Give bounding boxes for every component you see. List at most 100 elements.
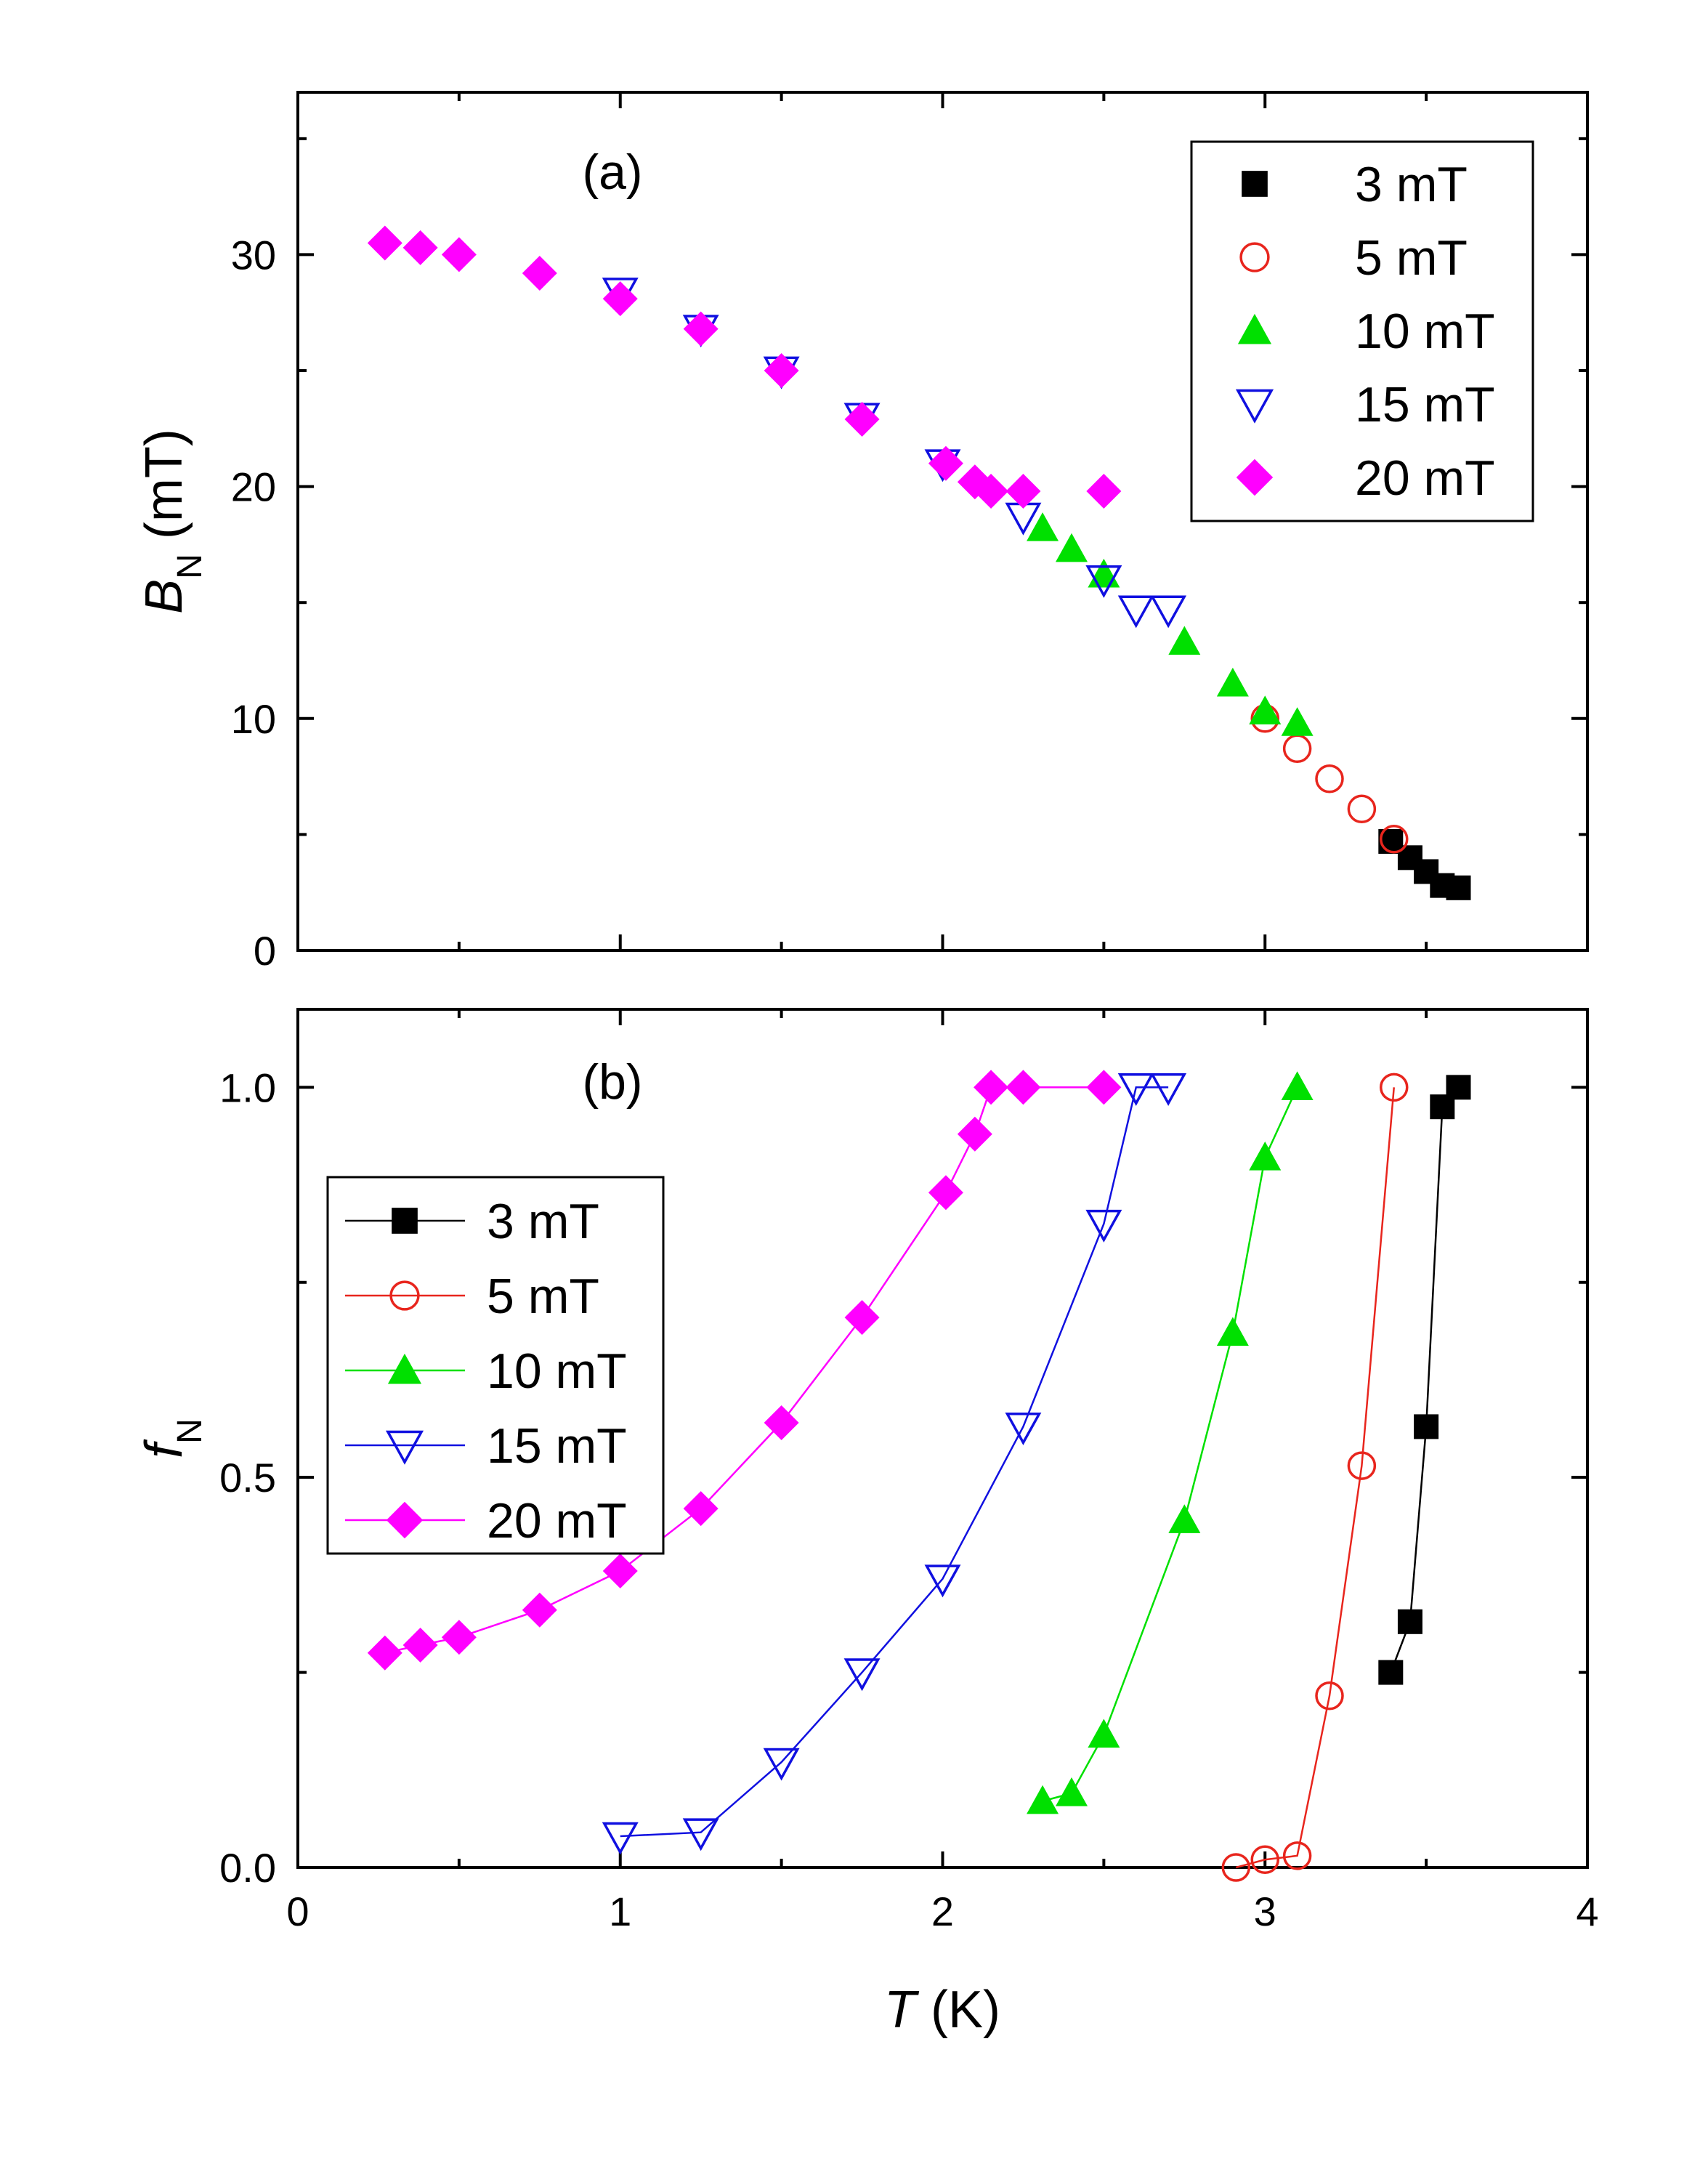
legend-b-marker bbox=[387, 1353, 422, 1384]
data-point-10-mT bbox=[1249, 1141, 1282, 1171]
legend-b-box bbox=[326, 1176, 665, 1555]
x-tick-label: 2 bbox=[931, 1889, 954, 1934]
data-point-15-mT bbox=[682, 1818, 719, 1851]
y-axis-title-unit: (mT) bbox=[135, 429, 193, 554]
panel-b-label: (b) bbox=[582, 1054, 642, 1110]
y-tick-label: 30 bbox=[231, 232, 276, 278]
x-tick-label: 0 bbox=[286, 1889, 309, 1934]
data-point-15-mT bbox=[1150, 1073, 1187, 1106]
data-point-15-mT bbox=[1117, 1073, 1154, 1106]
panel-b-y-axis-title: fN bbox=[135, 1418, 209, 1458]
legend-b-label: 10 mT bbox=[487, 1344, 627, 1399]
data-point-10-mT bbox=[1168, 626, 1201, 655]
data-point-20-mT bbox=[522, 1592, 557, 1628]
data-point-10-mT bbox=[1027, 1785, 1059, 1814]
x-axis-title-main: T bbox=[884, 1981, 920, 2039]
data-point-20-mT bbox=[683, 311, 719, 347]
data-point-3-mT bbox=[1397, 1609, 1422, 1634]
data-point-5-mT bbox=[1250, 1845, 1279, 1875]
data-point-20-mT bbox=[367, 1635, 402, 1671]
legend-a-marker bbox=[1239, 242, 1270, 272]
data-point-5-mT bbox=[1315, 1681, 1344, 1710]
legend-a-label: 15 mT bbox=[1355, 377, 1495, 432]
legend-a-marker bbox=[1237, 313, 1272, 344]
legend-a: 3 mT 5 mT 10 mT 15 mT 20 mT bbox=[1190, 140, 1534, 522]
data-point-5-mT bbox=[1380, 825, 1409, 854]
data-point-15-mT bbox=[1085, 1209, 1122, 1243]
data-point-15-mT bbox=[924, 1564, 961, 1598]
legend-b-marker bbox=[385, 1430, 424, 1465]
data-point-5-mT bbox=[1347, 794, 1377, 824]
data-point-20-mT bbox=[764, 353, 799, 389]
legend-b-label: 20 mT bbox=[487, 1493, 627, 1548]
data-point-20-mT bbox=[974, 474, 1009, 509]
data-point-20-mT bbox=[1086, 474, 1122, 509]
y-axis-title-main: B bbox=[135, 579, 193, 614]
data-point-20-mT bbox=[928, 445, 963, 481]
data-point-20-mT bbox=[402, 1628, 438, 1663]
data-point-20-mT bbox=[1005, 474, 1041, 509]
legend-b-marker bbox=[386, 1501, 424, 1539]
data-point-20-mT bbox=[602, 1554, 638, 1589]
legend-a-marker bbox=[1235, 389, 1274, 424]
series-line-15-mT bbox=[620, 1086, 1169, 1838]
data-point-5-mT bbox=[1315, 764, 1344, 793]
data-point-20-mT bbox=[602, 281, 638, 317]
y-tick-label: 0 bbox=[254, 928, 276, 974]
data-point-20-mT bbox=[844, 402, 880, 437]
legend-a-label: 10 mT bbox=[1355, 304, 1495, 359]
data-point-3-mT bbox=[1414, 1414, 1439, 1439]
data-point-10-mT bbox=[1056, 1777, 1088, 1806]
x-axis-title-unit: (K) bbox=[916, 1981, 1000, 2039]
data-point-15-mT bbox=[843, 1658, 881, 1692]
legend-b: 3 mT 5 mT 10 mT 15 mT 20 mT bbox=[326, 1176, 665, 1555]
legend-a-label: 20 mT bbox=[1355, 451, 1495, 506]
series-line-3-mT bbox=[1390, 1086, 1460, 1673]
data-point-15-mT bbox=[1150, 595, 1187, 629]
legend-b-label: 3 mT bbox=[487, 1194, 599, 1249]
panel-a: 0 10 20 30 BN (mT) (a) bbox=[135, 91, 1589, 974]
data-point-15-mT bbox=[1085, 565, 1122, 598]
x-tick-label: 1 bbox=[609, 1889, 631, 1934]
y-tick-label: 0.0 bbox=[219, 1845, 276, 1891]
legend-b-label: 15 mT bbox=[487, 1418, 627, 1474]
data-point-10-mT bbox=[1216, 1317, 1249, 1346]
data-point-20-mT bbox=[683, 1491, 719, 1527]
series-line-10-mT bbox=[1042, 1086, 1298, 1802]
data-point-3-mT bbox=[1446, 1075, 1471, 1100]
data-point-20-mT bbox=[844, 1300, 880, 1336]
data-point-3-mT bbox=[1378, 1660, 1404, 1685]
data-point-5-mT bbox=[1221, 1853, 1251, 1882]
data-point-5-mT bbox=[1282, 1841, 1312, 1870]
legend-b-marker bbox=[389, 1280, 420, 1311]
data-point-20-mT bbox=[402, 230, 438, 265]
y-tick-label: 20 bbox=[231, 464, 276, 510]
data-point-10-mT bbox=[1281, 1071, 1314, 1100]
data-point-10-mT bbox=[1027, 512, 1059, 541]
x-tick-label: 4 bbox=[1576, 1889, 1598, 1934]
data-point-15-mT bbox=[1005, 1413, 1042, 1445]
x-axis-title: T (K) bbox=[884, 1981, 1000, 2039]
x-tick-label: 3 bbox=[1254, 1889, 1276, 1934]
panel-b: 0 1 2 3 4 0.0 0.5 1.0 fN (b) bbox=[135, 1008, 1599, 1934]
y-axis-title-sub: N bbox=[171, 1418, 209, 1444]
data-point-10-mT bbox=[1281, 707, 1314, 736]
y-tick-label: 10 bbox=[231, 696, 276, 742]
legend-b-marker bbox=[392, 1208, 418, 1234]
legend-a-marker bbox=[1236, 459, 1274, 496]
data-point-15-mT bbox=[763, 1748, 800, 1781]
data-point-20-mT bbox=[522, 255, 557, 291]
legend-a-label: 5 mT bbox=[1355, 230, 1468, 286]
data-point-20-mT bbox=[957, 1116, 992, 1152]
data-point-15-mT bbox=[1117, 595, 1154, 629]
data-point-20-mT bbox=[928, 1175, 963, 1211]
y-tick-label: 0.5 bbox=[219, 1455, 276, 1500]
data-point-20-mT bbox=[441, 237, 477, 272]
y-axis-title-sub: N bbox=[171, 554, 209, 579]
data-point-5-mT bbox=[1282, 734, 1312, 764]
data-point-20-mT bbox=[1005, 1070, 1041, 1105]
data-point-20-mT bbox=[441, 1620, 477, 1655]
legend-b-label: 5 mT bbox=[487, 1269, 599, 1324]
data-point-20-mT bbox=[764, 1405, 799, 1441]
